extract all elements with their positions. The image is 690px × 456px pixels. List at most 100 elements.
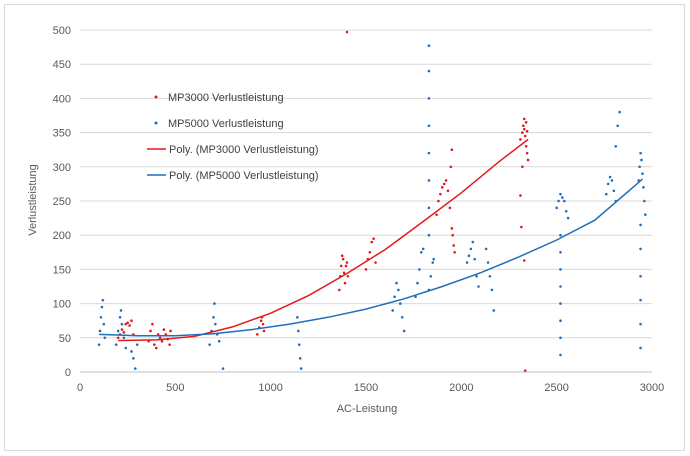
legend-marker (154, 121, 158, 125)
data-point (427, 233, 431, 237)
data-point (639, 274, 642, 278)
y-axis-title: Verlustleistung (27, 164, 39, 236)
y-tick-label: 450 (53, 59, 71, 71)
grid-layer (80, 29, 652, 339)
data-point (639, 298, 642, 302)
x-tick-label: 3000 (640, 382, 664, 394)
data-point (427, 179, 431, 182)
data-point (452, 244, 456, 247)
data-point (120, 322, 124, 326)
y-tick-label: 0 (65, 367, 71, 379)
data-point (559, 192, 562, 196)
y-tick-label: 200 (53, 230, 71, 242)
data-point (418, 268, 421, 271)
data-point (259, 319, 263, 323)
data-point (153, 343, 156, 346)
x-tick-label: 1500 (354, 382, 378, 394)
legend-marker (154, 95, 158, 99)
data-point (427, 206, 431, 210)
data-point (395, 281, 398, 285)
data-point (450, 148, 454, 151)
data-point (151, 322, 154, 326)
data-point (372, 237, 375, 240)
data-point (608, 175, 612, 179)
data-point (298, 357, 302, 360)
data-point (116, 336, 120, 340)
data-point (444, 179, 448, 182)
data-layer (97, 30, 647, 372)
data-point (130, 350, 133, 353)
data-point (217, 339, 221, 343)
data-point (523, 134, 527, 138)
data-point (450, 227, 454, 230)
data-point (374, 261, 377, 264)
y-tick-label: 500 (53, 25, 71, 37)
data-point (432, 257, 435, 261)
data-point (559, 268, 562, 271)
data-point (467, 254, 471, 258)
data-point (525, 129, 529, 133)
trendline (118, 138, 529, 342)
data-point (101, 298, 105, 302)
data-point (393, 295, 396, 299)
data-point (132, 357, 135, 360)
data-point (616, 124, 619, 128)
data-point (214, 322, 217, 326)
data-point (400, 315, 404, 319)
x-tick-label: 500 (166, 382, 184, 394)
data-point (102, 322, 106, 326)
data-point (492, 309, 496, 312)
data-point (644, 213, 647, 216)
data-point (442, 182, 446, 186)
y-tick-label: 100 (53, 299, 71, 311)
data-point (344, 264, 348, 268)
data-point (522, 117, 526, 121)
data-point (643, 199, 646, 203)
data-point (169, 329, 172, 333)
data-point (343, 281, 347, 285)
data-point (421, 247, 425, 251)
data-point (339, 264, 343, 268)
data-point (399, 302, 402, 305)
x-axis-title: AC-Leistung (337, 403, 398, 415)
data-point (564, 209, 568, 213)
data-point (213, 302, 216, 305)
data-point (364, 268, 368, 271)
data-point (427, 97, 431, 100)
data-point (557, 199, 560, 203)
y-tick-label: 400 (53, 93, 71, 105)
y-tick-label: 50 (59, 333, 71, 345)
data-point (149, 329, 152, 333)
data-point (427, 124, 431, 128)
data-point (168, 343, 171, 346)
data-point (402, 329, 406, 333)
data-point (124, 322, 128, 326)
legend-label: MP5000 Verlustleistung (168, 118, 284, 130)
data-point (97, 343, 101, 346)
data-point (559, 285, 562, 288)
data-point (559, 336, 562, 340)
data-point (431, 261, 435, 264)
data-point (135, 343, 139, 346)
trendline (99, 178, 643, 337)
data-point (471, 240, 475, 244)
data-point (345, 30, 349, 34)
data-point (639, 223, 642, 227)
data-point (446, 189, 450, 193)
data-point (119, 309, 123, 312)
data-point (641, 172, 644, 175)
data-point (559, 233, 562, 237)
legend-layer: MP3000 Verlustleistung MP5000 Verlustleis… (147, 92, 319, 182)
data-point (346, 274, 350, 278)
y-tick-label: 300 (53, 162, 71, 174)
data-point (449, 165, 453, 169)
data-point (451, 233, 455, 237)
data-point (521, 131, 524, 134)
data-point (133, 367, 137, 370)
data-point (522, 127, 526, 131)
data-point (524, 144, 528, 148)
data-point (465, 261, 469, 264)
data-point (473, 257, 476, 261)
data-point (477, 285, 480, 288)
data-point (368, 251, 372, 254)
